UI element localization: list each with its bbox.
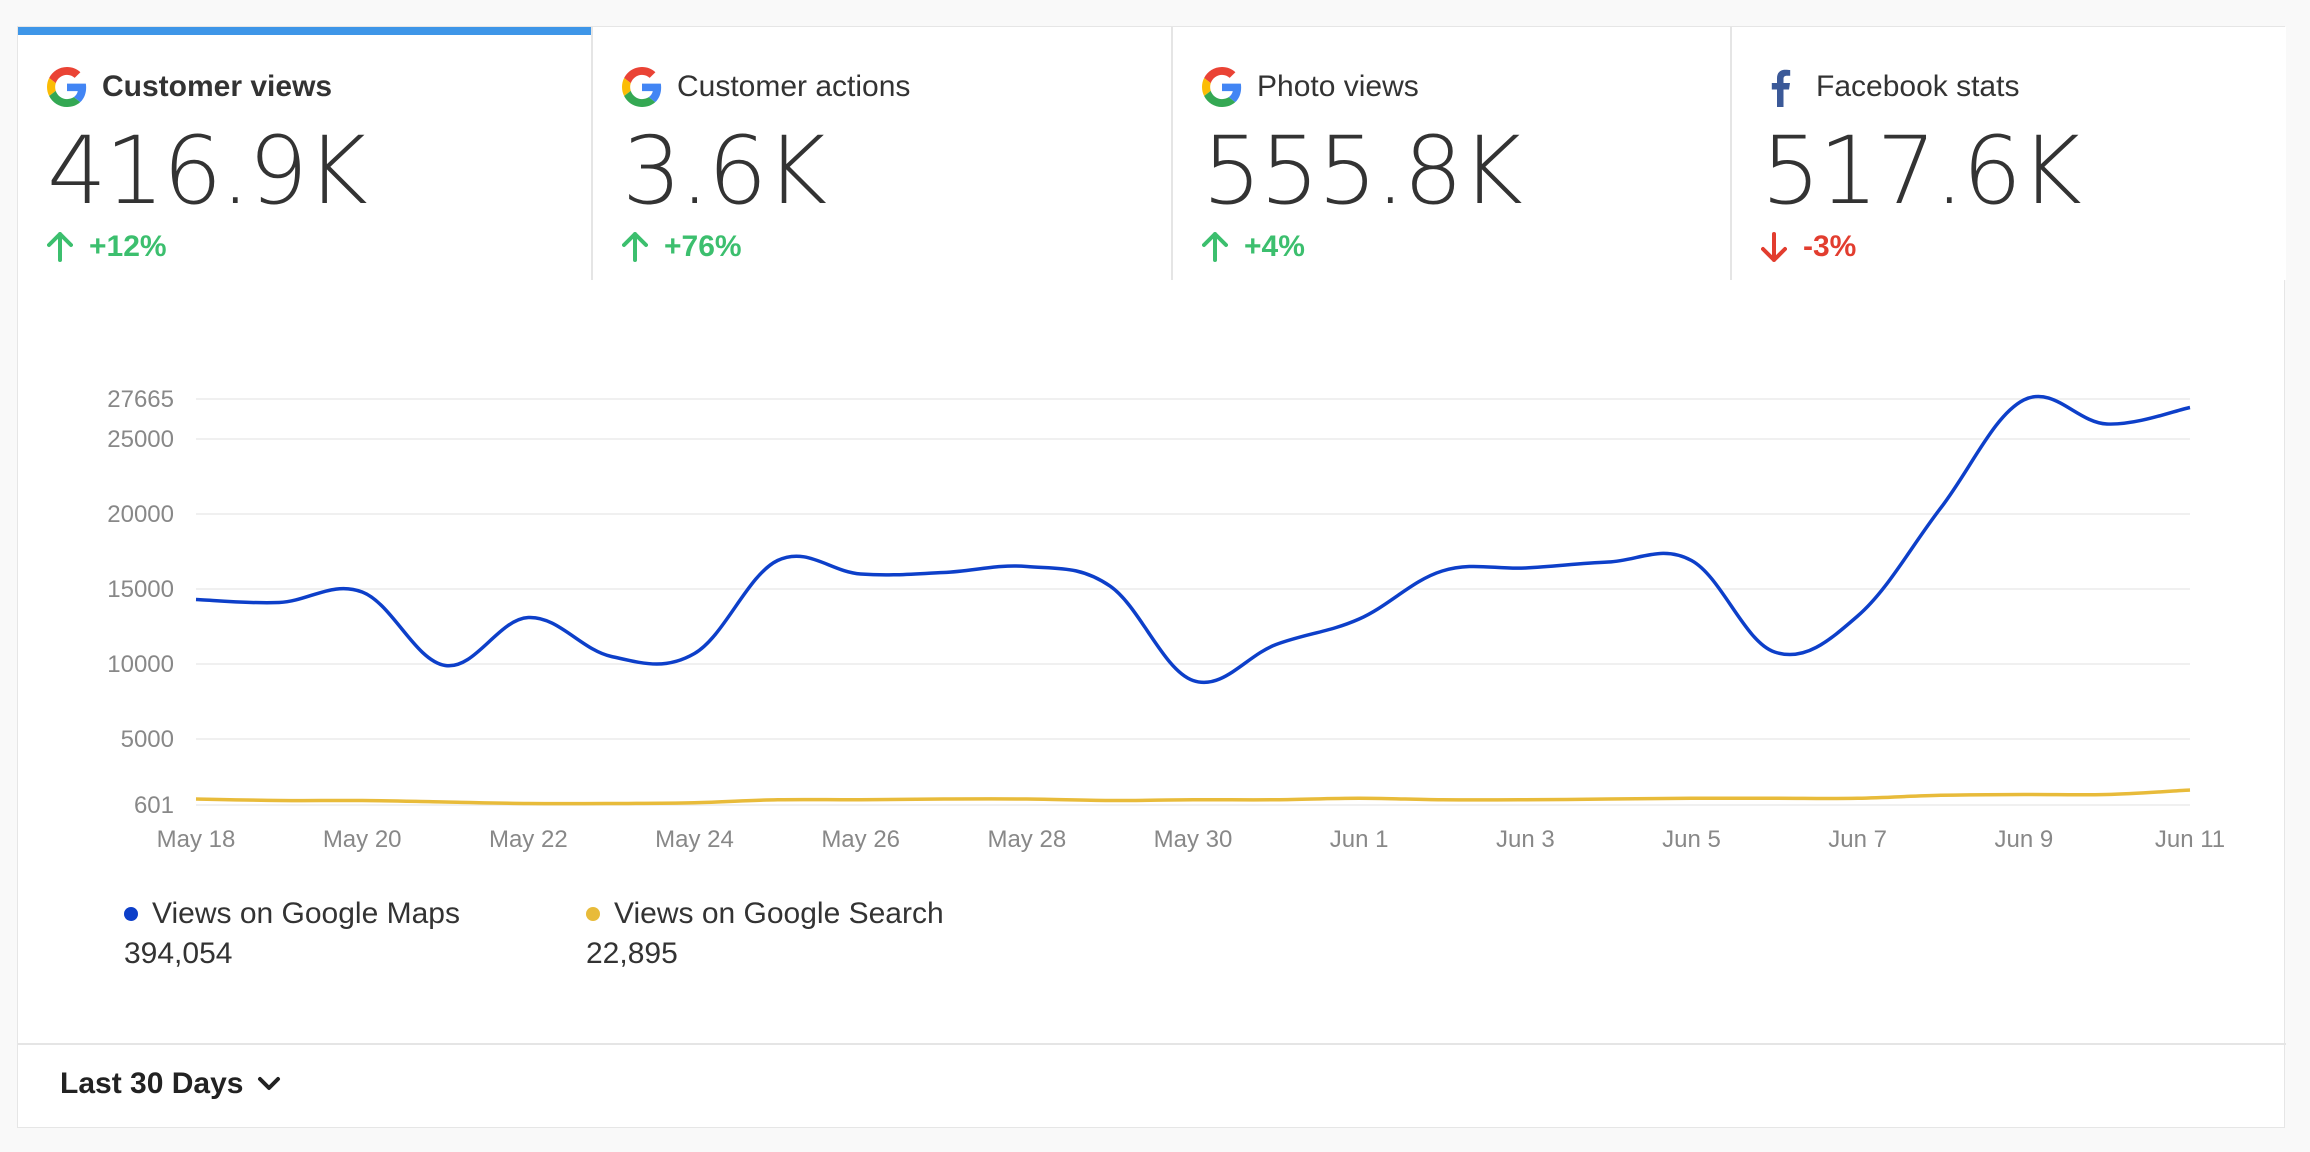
tab-value: 555.8K [1202,117,1523,226]
chart-gridlines [196,398,2190,806]
date-range-dropdown[interactable]: Last 30 Days [60,1067,281,1101]
y-axis-labels: 601 5000 10000 15000 20000 25000 27665 [107,386,174,819]
google-icon [1202,67,1242,107]
legend-total: 22,895 [586,937,678,970]
tab-change-value: +4% [1244,230,1305,263]
y-tick-label: 15000 [107,576,174,603]
metric-tabs: Customer views 416.9K +12% Customer acti… [18,27,2286,280]
series-line-views-on-google-maps [195,394,2191,685]
arrow-down-icon [1761,232,1787,262]
tab-change-value: +12% [89,230,167,263]
x-tick-label: May 18 [157,826,236,853]
tab-title: Customer views [102,70,333,103]
x-tick-label: Jun 11 [2155,826,2225,853]
chevron-down-icon [258,1077,281,1090]
x-tick-label: Jun 3 [1496,826,1555,853]
date-range-label: Last 30 Days [60,1067,244,1100]
x-axis-labels: May 18 May 20 May 22 May 24 May 26 May 28 May … [157,826,2225,853]
tab-facebook-stats[interactable]: Facebook stats 517.6K -3% [1730,27,2286,280]
tab-title: Photo views [1257,70,1419,103]
x-tick-label: Jun 5 [1662,826,1721,853]
tab-change: +76% [622,227,742,267]
x-tick-label: Jun 1 [1330,826,1389,853]
y-tick-label: 25000 [107,426,174,453]
x-tick-label: Jun 7 [1828,826,1887,853]
tab-title: Facebook stats [1816,70,2020,103]
tab-customer-views[interactable]: Customer views 416.9K +12% [18,27,591,280]
x-tick-label: May 30 [1154,826,1233,853]
chart-series [195,394,2191,806]
x-tick-label: May 24 [655,826,734,853]
y-tick-label: 10000 [107,651,174,678]
tab-title: Customer actions [677,70,911,103]
tab-change: +12% [47,227,167,267]
tab-value: 3.6K [622,117,827,226]
legend-label: Views on Google Search [614,897,944,930]
legend-total: 394,054 [124,937,233,970]
google-icon [47,67,87,107]
x-tick-label: Jun 9 [1994,826,2053,853]
arrow-up-icon [622,232,648,262]
y-tick-label: 5000 [121,726,174,753]
tab-change: -3% [1761,227,1856,267]
google-icon [622,67,662,107]
legend-label: Views on Google Maps [152,897,460,930]
x-tick-label: May 20 [323,826,402,853]
tab-value: 517.6K [1761,117,2082,226]
legend-google-maps: Views on Google Maps 394,054 [124,897,460,971]
x-tick-label: May 22 [489,826,568,853]
tab-change-value: -3% [1803,230,1857,263]
tab-photo-views[interactable]: Photo views 555.8K +4% [1171,27,1730,280]
y-tick-label: 601 [134,792,174,819]
tab-change-value: +76% [664,230,742,263]
arrow-up-icon [1202,232,1228,262]
series-line-views-on-google-search [195,788,2191,806]
legend-dot [124,907,138,921]
y-tick-label: 27665 [107,386,174,413]
legend-dot [586,907,600,921]
tab-value: 416.9K [47,117,368,226]
x-tick-label: May 26 [821,826,900,853]
facebook-icon [1771,69,1791,107]
legend-google-search: Views on Google Search 22,895 [586,897,944,971]
stats-card: Customer views 416.9K +12% Customer acti… [17,26,2286,1129]
card-footer: Last 30 Days [18,1043,2286,1129]
x-tick-label: May 28 [987,826,1066,853]
y-tick-label: 20000 [107,501,174,528]
tab-change: +4% [1202,227,1305,267]
tab-customer-actions[interactable]: Customer actions 3.6K +76% [591,27,1171,280]
arrow-up-icon [47,232,73,262]
